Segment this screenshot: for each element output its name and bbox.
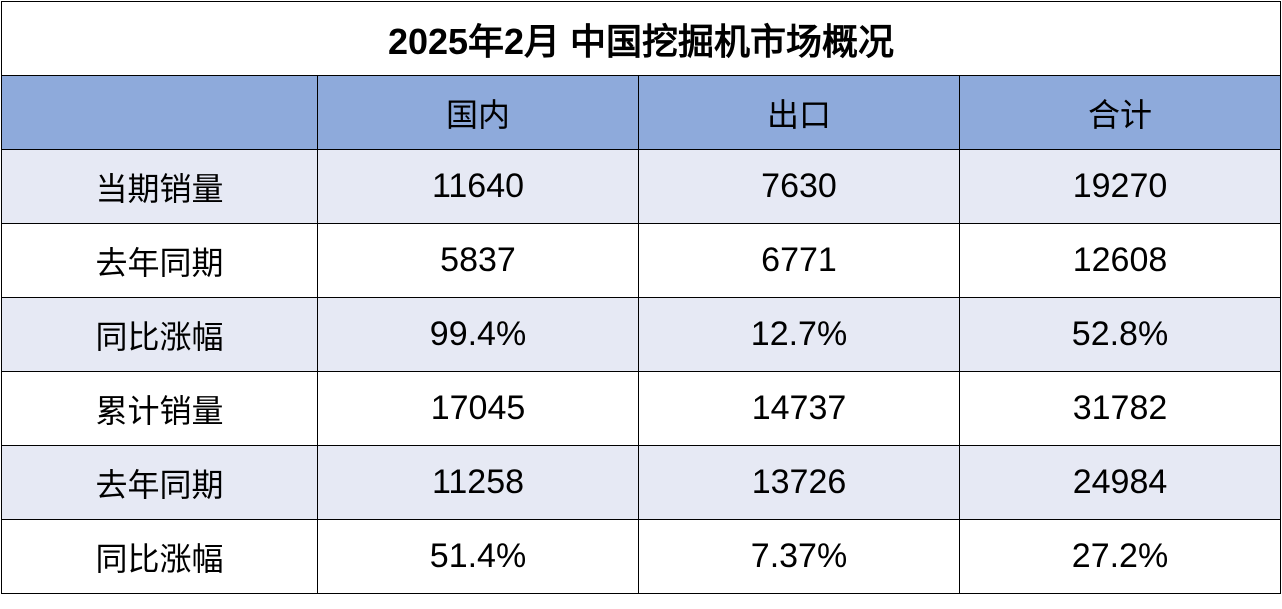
table-cell: 6771 xyxy=(638,223,960,298)
table-row: 去年同期 5837 6771 12608 xyxy=(1,223,1281,298)
table-cell: 13726 xyxy=(638,445,960,520)
market-table: 2025年2月 中国挖掘机市场概况 国内 出口 合计 当期销量 11640 7630 19… xyxy=(1,1,1281,594)
row-label: 累计销量 xyxy=(1,371,318,446)
table-cell: 11258 xyxy=(317,445,639,520)
column-header: 出口 xyxy=(638,75,960,150)
title-row: 2025年2月 中国挖掘机市场概况 xyxy=(1,1,1281,76)
table-row: 同比涨幅 51.4% 7.37% 27.2% xyxy=(1,519,1281,594)
column-header: 合计 xyxy=(959,75,1281,150)
header-row: 国内 出口 合计 xyxy=(1,75,1281,150)
table-title: 2025年2月 中国挖掘机市场概况 xyxy=(1,1,1281,76)
corner-cell xyxy=(1,75,318,150)
row-label: 同比涨幅 xyxy=(1,297,318,372)
table-cell: 11640 xyxy=(317,149,639,224)
row-label: 同比涨幅 xyxy=(1,519,318,594)
table-cell: 12608 xyxy=(959,223,1281,298)
table-cell: 52.8% xyxy=(959,297,1281,372)
table-cell: 24984 xyxy=(959,445,1281,520)
table-cell: 31782 xyxy=(959,371,1281,446)
row-label: 去年同期 xyxy=(1,445,318,520)
table-cell: 5837 xyxy=(317,223,639,298)
table-cell: 17045 xyxy=(317,371,639,446)
table-cell: 99.4% xyxy=(317,297,639,372)
table-row: 同比涨幅 99.4% 12.7% 52.8% xyxy=(1,297,1281,372)
table-row: 累计销量 17045 14737 31782 xyxy=(1,371,1281,446)
table-cell: 14737 xyxy=(638,371,960,446)
table-cell: 12.7% xyxy=(638,297,960,372)
table-cell: 51.4% xyxy=(317,519,639,594)
table-row: 当期销量 11640 7630 19270 xyxy=(1,149,1281,224)
table-cell: 7.37% xyxy=(638,519,960,594)
row-label: 当期销量 xyxy=(1,149,318,224)
table-cell: 7630 xyxy=(638,149,960,224)
table-cell: 27.2% xyxy=(959,519,1281,594)
row-label: 去年同期 xyxy=(1,223,318,298)
table-row: 去年同期 11258 13726 24984 xyxy=(1,445,1281,520)
table-body: 当期销量 11640 7630 19270 去年同期 5837 6771 12608 同比涨幅 9… xyxy=(1,149,1281,594)
column-header: 国内 xyxy=(317,75,639,150)
table-cell: 19270 xyxy=(959,149,1281,224)
